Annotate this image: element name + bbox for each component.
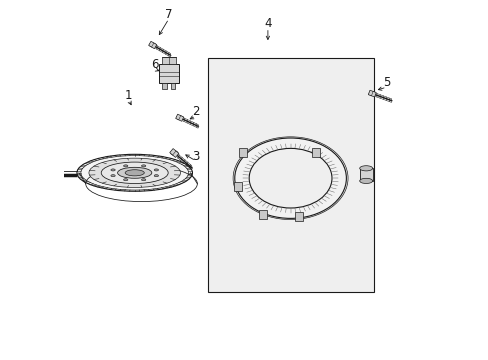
- Bar: [162, 83, 166, 89]
- Bar: [208, 58, 373, 292]
- Ellipse shape: [249, 148, 331, 208]
- Bar: [311, 148, 319, 157]
- Bar: [359, 168, 372, 181]
- Ellipse shape: [170, 151, 178, 155]
- Polygon shape: [169, 149, 179, 157]
- Ellipse shape: [123, 179, 128, 181]
- Ellipse shape: [117, 167, 151, 178]
- Polygon shape: [175, 114, 183, 121]
- Ellipse shape: [141, 165, 145, 167]
- Ellipse shape: [154, 175, 158, 177]
- Bar: [233, 182, 241, 191]
- Bar: [294, 212, 302, 221]
- Text: 1: 1: [124, 89, 132, 102]
- Ellipse shape: [233, 137, 347, 220]
- Text: 5: 5: [382, 76, 389, 89]
- Bar: [171, 83, 175, 89]
- Polygon shape: [367, 90, 375, 97]
- Text: 6: 6: [150, 58, 158, 71]
- Ellipse shape: [234, 138, 346, 219]
- Ellipse shape: [125, 170, 144, 176]
- Polygon shape: [148, 41, 157, 49]
- Ellipse shape: [141, 179, 145, 181]
- Ellipse shape: [111, 169, 115, 171]
- Ellipse shape: [111, 175, 115, 177]
- Bar: [258, 210, 266, 219]
- Ellipse shape: [359, 178, 372, 184]
- Ellipse shape: [101, 162, 168, 184]
- Ellipse shape: [101, 162, 168, 184]
- Ellipse shape: [368, 92, 375, 95]
- Ellipse shape: [123, 165, 128, 167]
- Text: 2: 2: [192, 105, 199, 118]
- Text: 3: 3: [192, 150, 199, 163]
- Ellipse shape: [154, 169, 158, 171]
- Ellipse shape: [149, 43, 156, 47]
- Ellipse shape: [79, 155, 190, 191]
- Ellipse shape: [94, 160, 175, 186]
- Ellipse shape: [359, 166, 372, 171]
- Text: 4: 4: [264, 17, 271, 30]
- Ellipse shape: [176, 116, 183, 120]
- Bar: [239, 148, 246, 157]
- Text: 7: 7: [165, 8, 172, 21]
- Ellipse shape: [89, 158, 180, 188]
- Bar: [162, 57, 175, 64]
- Bar: [159, 64, 179, 83]
